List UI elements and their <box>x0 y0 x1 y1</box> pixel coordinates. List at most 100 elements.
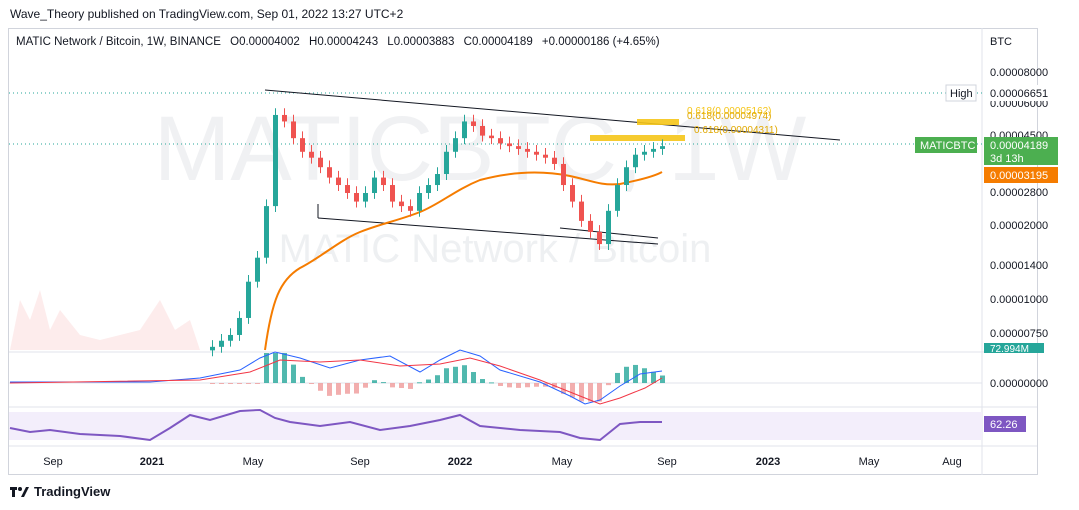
volume-value-box <box>984 343 1044 353</box>
macd-bar <box>624 366 629 383</box>
candle-down <box>282 114 287 122</box>
macd-bar <box>300 376 305 383</box>
macd-bar <box>435 375 440 383</box>
macd-bar <box>453 366 458 383</box>
candle-up <box>633 154 638 168</box>
candle-down <box>570 185 575 202</box>
candle-down <box>507 143 512 147</box>
time-tick: Sep <box>43 456 63 468</box>
fib-zone-lower <box>590 135 685 141</box>
fib-label-2: 0.618(0.00004974) <box>687 111 772 122</box>
candle-down <box>336 177 341 186</box>
chart-frame <box>8 28 1038 475</box>
candle-down <box>525 148 530 152</box>
candle-up <box>660 146 665 149</box>
macd-bar <box>597 383 602 402</box>
macd-bar <box>282 353 287 383</box>
time-tick: May <box>859 456 880 468</box>
candle-up <box>246 281 251 318</box>
close-value: C0.00004189 <box>463 36 533 48</box>
last-price-box <box>984 137 1058 165</box>
symbol-label: MATIC Network / Bitcoin, 1W, BINANCE <box>16 36 221 48</box>
candle-down <box>480 125 485 136</box>
macd-bar <box>273 353 278 383</box>
candle-down <box>579 201 584 221</box>
candle-down <box>354 193 359 202</box>
price-tick: 0.00001000 <box>990 294 1048 306</box>
candle-up <box>624 167 629 186</box>
macd-bar <box>642 368 647 383</box>
macd-bar <box>336 383 341 395</box>
candle-up <box>228 334 233 341</box>
macd-bar <box>408 383 413 389</box>
candle-up <box>363 193 368 202</box>
axis-currency: BTC <box>990 36 1012 48</box>
time-tick: Sep <box>350 456 370 468</box>
candle-down <box>408 206 413 211</box>
macd-bar <box>399 383 404 389</box>
candle-down <box>534 151 539 155</box>
macd-bar <box>363 383 368 388</box>
brand-label: TradingView <box>34 484 111 499</box>
macd-bar <box>489 382 494 384</box>
signal-line <box>9 357 663 405</box>
candle-up <box>642 151 647 155</box>
candle-down <box>318 157 323 168</box>
candle-down <box>597 231 602 245</box>
macd-bar <box>507 383 512 388</box>
macd-bar <box>534 383 539 387</box>
macd-bar <box>570 383 575 398</box>
candle-up <box>219 340 224 347</box>
high-value-box <box>984 85 1058 101</box>
rsi-value: 62.26 <box>990 419 1018 431</box>
macd-bar <box>660 375 665 383</box>
macd-bar <box>372 380 377 383</box>
watermark-sub: MATIC Network / Bitcoin <box>279 227 712 271</box>
candle-down <box>309 151 314 158</box>
macd-line <box>10 349 663 405</box>
symbol-tag-box <box>915 137 977 153</box>
macd-bar <box>444 368 449 383</box>
last-price: 0.00004189 <box>990 140 1048 152</box>
candle-down <box>471 121 476 126</box>
macd-bar <box>462 365 467 383</box>
candle-up <box>255 257 260 282</box>
candle-down <box>552 157 557 164</box>
footer-brand[interactable]: TradingView <box>10 484 110 499</box>
rsi-line <box>9 408 662 442</box>
macd-bar <box>228 383 233 384</box>
macd-bar <box>246 383 251 384</box>
high-tag-box <box>945 84 977 102</box>
macd-bar <box>291 364 296 383</box>
macd-bar <box>390 383 395 388</box>
high-value: H0.00004243 <box>309 36 379 48</box>
time-tick: 2021 <box>140 456 164 468</box>
price-tick: 0.00000750 <box>990 328 1048 340</box>
ma-value-box <box>984 167 1058 183</box>
candle-up <box>435 174 440 186</box>
candle-down <box>516 146 521 149</box>
macd-bar <box>381 382 386 384</box>
macd-bar <box>480 379 485 383</box>
time-tick: 2023 <box>756 456 780 468</box>
candle-up <box>453 138 458 152</box>
macd-bar <box>417 382 422 384</box>
candle-up <box>651 148 656 152</box>
candle-down <box>291 121 296 139</box>
macd-bar <box>516 383 521 388</box>
candle-up <box>273 114 278 207</box>
macd-bar <box>219 383 224 384</box>
candle-down <box>498 138 503 144</box>
chart-header: MATIC Network / Bitcoin, 1W, BINANCE O0.… <box>16 36 660 48</box>
macd-bar <box>237 383 242 384</box>
candle-up <box>462 121 467 139</box>
rsi-band <box>9 412 982 440</box>
price-tick: 0.00002800 <box>990 187 1048 199</box>
macd-bar <box>318 383 323 391</box>
macd-bar <box>426 379 431 383</box>
macd-bar <box>561 383 566 394</box>
bar-countdown: 3d 13h <box>990 153 1024 165</box>
open-value: O0.00004002 <box>230 36 300 48</box>
macd-bar <box>309 383 314 384</box>
high-value: 0.00006651 <box>990 88 1048 100</box>
